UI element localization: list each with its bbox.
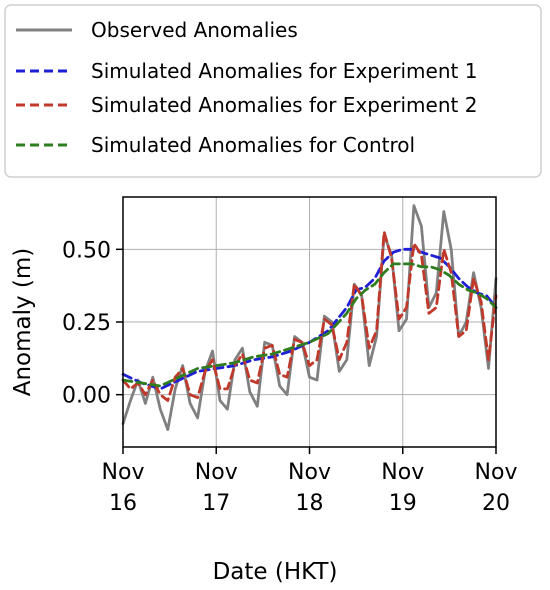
y-tick-label-0: 0.00	[62, 384, 111, 409]
series-line-2	[121, 230, 498, 402]
series-line-3	[121, 262, 498, 388]
x-tick-label-day-3: 19	[389, 491, 417, 516]
legend: Observed Anomalies Simulated Anomalies fo…	[4, 4, 542, 178]
series-line-0	[121, 204, 498, 432]
x-tick-label-month-0: Nov	[102, 460, 145, 485]
x-tick-label-day-1: 17	[202, 491, 230, 516]
x-tick-label-month-1: Nov	[195, 460, 238, 485]
plot-area: Nov 16 Nov 17 Nov 18 Nov 19 Nov 20 0.00 0.25 0.50	[62, 196, 517, 516]
x-tick-label-day-2: 18	[296, 491, 324, 516]
x-tick-label-month-4: Nov	[475, 460, 518, 485]
series-line-1	[121, 247, 498, 391]
x-tick-label-month-3: Nov	[381, 460, 424, 485]
legend-label-3: Simulated Anomalies for Control	[91, 133, 415, 157]
legend-label-1: Simulated Anomalies for Experiment 1	[91, 59, 477, 83]
x-tick-label-month-2: Nov	[288, 460, 331, 485]
legend-label-0: Observed Anomalies	[91, 18, 298, 42]
x-tick-label-day-0: 16	[109, 491, 137, 516]
tick-marks: Nov 16 Nov 17 Nov 18 Nov 19 Nov 20 0.00 0.25 0.50	[62, 238, 517, 516]
legend-label-2: Simulated Anomalies for Experiment 2	[91, 93, 477, 117]
y-tick-label-1: 0.25	[62, 311, 111, 336]
y-tick-label-2: 0.50	[62, 238, 111, 263]
x-axis-label: Date (HKT)	[213, 559, 338, 585]
series-group	[121, 204, 498, 432]
x-tick-label-day-4: 20	[482, 491, 510, 516]
legend-entries: Observed Anomalies Simulated Anomalies fo…	[16, 18, 477, 157]
y-axis-label: Anomaly (m)	[10, 248, 36, 397]
legend-frame	[4, 4, 542, 178]
